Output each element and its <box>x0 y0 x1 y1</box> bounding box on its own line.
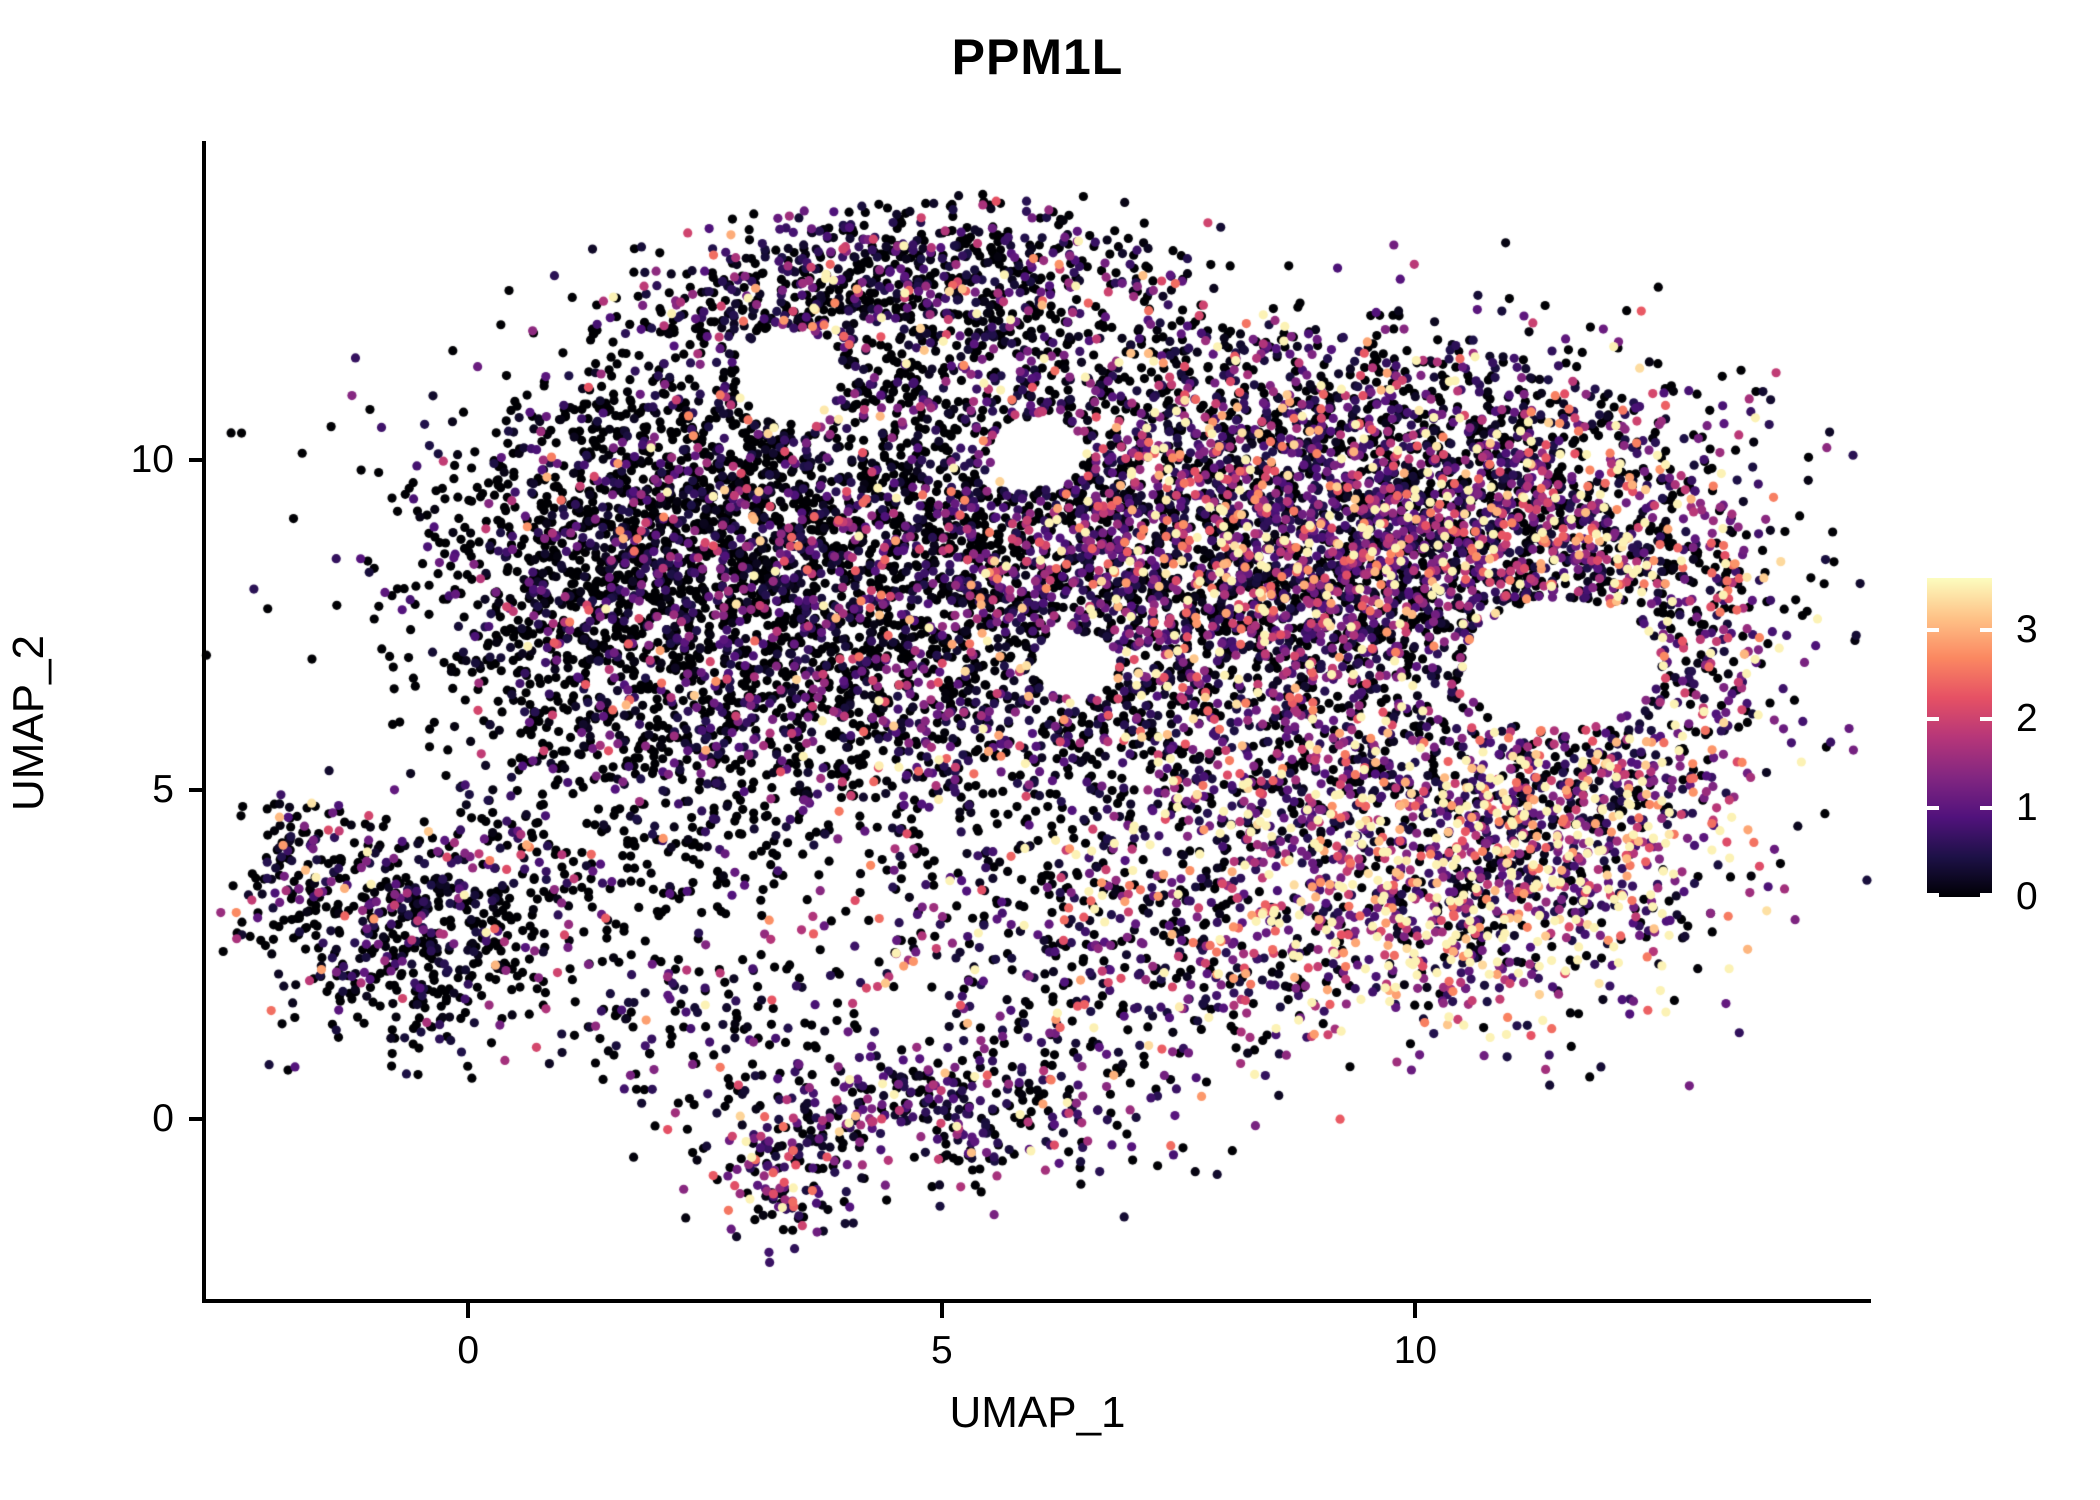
x-axis-title: UMAP_1 <box>949 1388 1126 1437</box>
x-axis-line <box>202 1299 1871 1303</box>
y-axis-line <box>202 141 206 1303</box>
colorbar-gradient <box>1927 578 1992 897</box>
y-tick-mark <box>189 787 204 792</box>
colorbar-tick-notch <box>1927 627 1939 632</box>
x-tick-label: 5 <box>930 1329 953 1372</box>
colorbar-tick-notch <box>1980 893 1992 897</box>
colorbar-tick-notch <box>1927 805 1939 810</box>
colorbar-tick-notch <box>1980 805 1992 810</box>
y-tick-label: 0 <box>152 1097 174 1141</box>
colorbar-tick-label: 3 <box>2016 607 2038 651</box>
colorbar-tick-notch <box>1927 893 1939 897</box>
x-tick-label: 10 <box>1393 1329 1438 1372</box>
x-tick-mark <box>939 1303 944 1318</box>
x-tick-mark <box>1413 1303 1418 1318</box>
y-axis-title: UMAP_2 <box>4 634 53 812</box>
y-tick-label: 5 <box>152 767 174 811</box>
y-tick-mark <box>189 1117 204 1122</box>
colorbar-tick-label: 1 <box>2016 785 2038 829</box>
colorbar-tick-notch <box>1980 716 1992 721</box>
x-tick-label: 0 <box>457 1329 480 1372</box>
colorbar-tick-label: 2 <box>2016 696 2038 740</box>
colorbar-tick-notch <box>1927 716 1939 721</box>
colorbar-tick-label: 0 <box>2016 875 2038 918</box>
y-tick-mark <box>189 458 204 463</box>
plot-title: PPM1L <box>951 29 1124 85</box>
y-tick-label: 10 <box>130 438 174 482</box>
x-tick-mark <box>466 1303 471 1318</box>
colorbar-tick-notch <box>1980 627 1992 632</box>
